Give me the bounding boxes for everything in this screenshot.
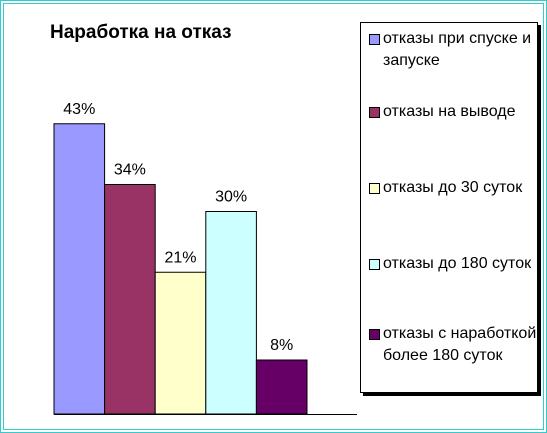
data-label: 21%: [164, 249, 196, 266]
legend-label: отказы до 180 суток: [383, 255, 532, 272]
bar: [255, 359, 308, 415]
data-label: 43%: [63, 101, 95, 118]
bar: [205, 211, 257, 415]
legend-swatch: [369, 34, 380, 45]
frame: [3, 3, 544, 430]
data-label: 8%: [270, 337, 293, 354]
data-label: 34%: [114, 162, 146, 179]
chart-title: Наработка на отказ: [50, 22, 232, 43]
legend: отказы при спуске и запуске отказы на выв…: [360, 22, 538, 393]
legend-swatch: [369, 107, 380, 118]
bar: [154, 271, 207, 415]
legend-label: отказы с наработкой более 180 суток: [383, 325, 537, 364]
legend-label: отказы до 30 суток: [383, 179, 523, 196]
legend-swatch: [369, 183, 380, 194]
bar: [104, 184, 156, 415]
legend-label: отказы на выводе: [383, 103, 516, 120]
legend-label: отказы при спуске и запуске: [383, 30, 532, 69]
data-label: 30%: [215, 189, 247, 206]
bar: [53, 123, 106, 415]
legend-swatch: [369, 259, 380, 270]
legend-swatch: [369, 329, 380, 340]
